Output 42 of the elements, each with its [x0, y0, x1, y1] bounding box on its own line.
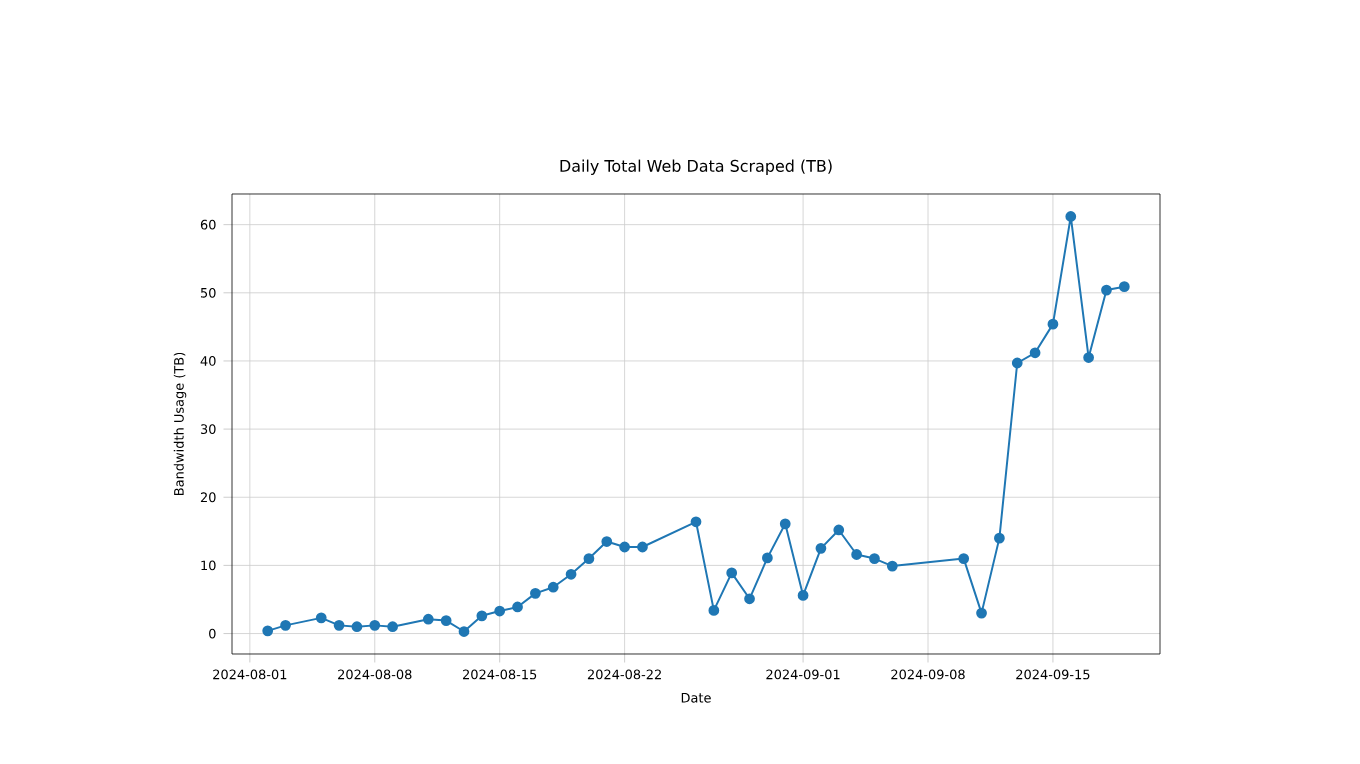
- point: [280, 619, 291, 631]
- point: [619, 541, 630, 553]
- point: [1118, 281, 1130, 293]
- point: [708, 605, 720, 616]
- point: [262, 625, 274, 637]
- point: [583, 553, 595, 564]
- point: [726, 567, 738, 579]
- point: [565, 568, 577, 580]
- point: [422, 613, 434, 625]
- point: [476, 610, 488, 622]
- point: [976, 607, 987, 619]
- point: [779, 518, 791, 530]
- point: [637, 541, 648, 553]
- point: [851, 549, 862, 560]
- point: [1083, 352, 1094, 363]
- point: [886, 560, 898, 572]
- point: [1047, 318, 1059, 330]
- point: [744, 593, 755, 605]
- point: [833, 524, 845, 536]
- point: [530, 587, 541, 599]
- point: [815, 542, 827, 554]
- point: [333, 619, 345, 631]
- point: [458, 626, 470, 637]
- point: [440, 615, 452, 626]
- point: [869, 553, 880, 564]
- point: [1101, 284, 1112, 296]
- point: [601, 536, 613, 547]
- point: [494, 605, 506, 617]
- point: [958, 553, 970, 564]
- point: [690, 516, 702, 528]
- point: [387, 621, 398, 633]
- point: [369, 619, 381, 631]
- point: [351, 621, 363, 633]
- point: [1029, 347, 1041, 359]
- point: [547, 581, 559, 593]
- point: [1065, 211, 1077, 222]
- point: [512, 601, 523, 613]
- point: [315, 612, 327, 624]
- point: [994, 532, 1005, 544]
- point: [762, 552, 773, 564]
- point: [1011, 357, 1023, 369]
- point: [797, 590, 809, 601]
